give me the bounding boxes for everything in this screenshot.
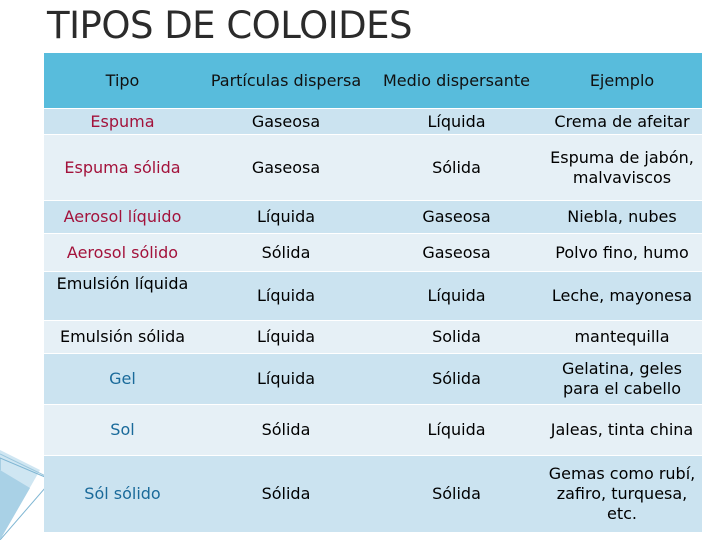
cell-medio: Sólida [371,353,542,405]
colloid-table: Tipo Partículas dispersa Medio dispersan… [44,52,702,532]
table-row: Emulsión líquida Líquida Líquida Leche, … [44,271,702,321]
cell-medio: Gaseosa [371,233,542,272]
cell-particulas: Gaseosa [201,108,371,135]
cell-medio: Sólida [371,455,542,532]
cell-tipo: Sól sólido [44,455,201,532]
header-particulas: Partículas dispersa [201,52,371,109]
cell-tipo: Sol [44,404,201,456]
cell-tipo: Gel [44,353,201,405]
cell-medio: Sólida [371,134,542,201]
cell-particulas: Sólida [201,455,371,532]
cell-particulas: Sólida [201,404,371,456]
table-row: Espuma sólida Gaseosa Sólida Espuma de j… [44,134,702,201]
table-row: Sól sólido Sólida Sólida Gemas como rubí… [44,455,702,532]
cell-medio: Líquida [371,404,542,456]
cell-particulas: Gaseosa [201,134,371,201]
cell-medio: Solida [371,320,542,354]
cell-particulas: Sólida [201,233,371,272]
cell-medio: Líquida [371,108,542,135]
cell-tipo: Espuma [44,108,201,135]
cell-tipo: Aerosol líquido [44,200,201,234]
header-tipo: Tipo [44,52,201,109]
header-medio: Medio dispersante [371,52,542,109]
cell-tipo: Emulsión líquida [44,271,201,321]
corner-decoration [0,450,59,540]
cell-ejemplo: Polvo fino, humo [542,233,702,272]
cell-ejemplo: Gelatina, geles para el cabello [542,353,702,405]
cell-tipo: Emulsión sólida [44,320,201,354]
cell-medio: Líquida [371,271,542,321]
cell-ejemplo: Espuma de jabón, malvaviscos [542,134,702,201]
cell-particulas: Líquida [201,200,371,234]
table-row: Aerosol líquido Líquida Gaseosa Niebla, … [44,200,702,234]
table-row: Sol Sólida Líquida Jaleas, tinta china [44,404,702,456]
cell-ejemplo: Gemas como rubí, zafiro, turquesa, etc. [542,455,702,532]
header-ejemplo: Ejemplo [542,52,702,109]
page-title: TIPOS DE COLOIDES [47,4,412,47]
table-row: Aerosol sólido Sólida Gaseosa Polvo fino… [44,233,702,272]
table-row: Gel Líquida Sólida Gelatina, geles para … [44,353,702,405]
table-row: Emulsión sólida Líquida Solida mantequil… [44,320,702,354]
cell-particulas: Líquida [201,271,371,321]
cell-ejemplo: Niebla, nubes [542,200,702,234]
cell-ejemplo: Leche, mayonesa [542,271,702,321]
cell-ejemplo: mantequilla [542,320,702,354]
cell-ejemplo: Jaleas, tinta china [542,404,702,456]
cell-tipo: Aerosol sólido [44,233,201,272]
cell-ejemplo: Crema de afeitar [542,108,702,135]
cell-particulas: Líquida [201,353,371,405]
cell-tipo: Espuma sólida [44,134,201,201]
table-row: Espuma Gaseosa Líquida Crema de afeitar [44,108,702,135]
table-header-row: Tipo Partículas dispersa Medio dispersan… [44,52,702,109]
cell-particulas: Líquida [201,320,371,354]
cell-medio: Gaseosa [371,200,542,234]
